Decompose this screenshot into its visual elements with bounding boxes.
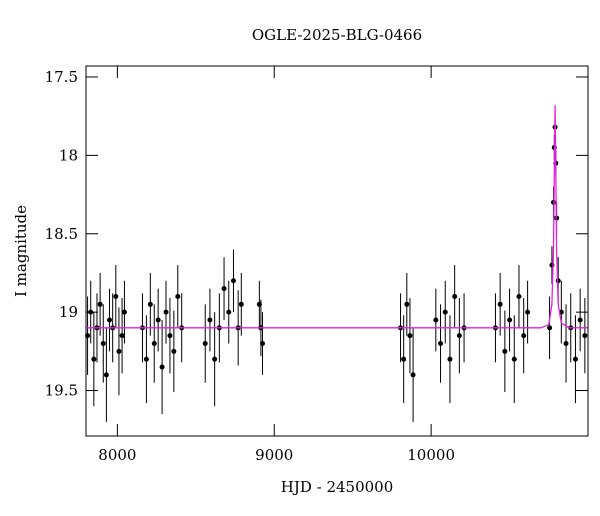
- x-tick-label: 9000: [255, 446, 293, 464]
- model-curve: [86, 105, 588, 329]
- data-point: [410, 372, 416, 378]
- chart-title: OGLE-2025-BLG-0466: [252, 26, 422, 44]
- data-point: [525, 309, 531, 315]
- data-point: [88, 309, 94, 315]
- plot-frame: [85, 65, 589, 437]
- data-point: [438, 341, 444, 346]
- data-point: [163, 309, 169, 315]
- data-point: [507, 317, 513, 323]
- data-point: [407, 333, 413, 339]
- data-point: [238, 301, 244, 307]
- y-axis-label: I magnitude: [12, 205, 30, 297]
- y-tick-label: 18: [59, 146, 78, 164]
- data-point: [103, 372, 109, 378]
- data-point: [147, 301, 153, 307]
- data-point: [511, 356, 517, 362]
- data-point: [155, 317, 161, 323]
- data-point: [119, 333, 125, 339]
- data-point: [577, 317, 583, 323]
- data-point: [563, 341, 569, 346]
- data-point: [433, 317, 439, 323]
- x-axis-label: HJD - 2450000: [281, 478, 394, 496]
- x-tick-label: 8000: [98, 446, 136, 464]
- data-point: [547, 325, 553, 331]
- data-point: [516, 293, 522, 299]
- data-point: [113, 293, 119, 299]
- data-point: [452, 293, 458, 299]
- data-point: [171, 348, 177, 354]
- data-point: [401, 356, 407, 362]
- data-point: [456, 333, 462, 339]
- data-point: [447, 356, 453, 362]
- data-point: [100, 341, 106, 346]
- y-tick-label: 19: [59, 303, 78, 321]
- data-point: [212, 356, 218, 362]
- data-point: [502, 348, 508, 354]
- data-point: [107, 317, 113, 323]
- data-point: [259, 341, 265, 346]
- data-point: [582, 333, 588, 339]
- data-point: [404, 301, 410, 307]
- y-tick-label: 17.5: [45, 68, 78, 86]
- data-point: [175, 293, 181, 299]
- y-tick-label: 18.5: [45, 225, 78, 243]
- data-point: [207, 317, 213, 323]
- data-point: [167, 333, 173, 339]
- data-point: [497, 301, 503, 307]
- data-point: [116, 348, 122, 354]
- data-point: [143, 356, 149, 362]
- x-tick-label: 10000: [407, 446, 455, 464]
- data-point: [97, 301, 103, 307]
- data-point: [121, 309, 127, 315]
- y-tick-label: 19.5: [45, 382, 78, 400]
- data-point: [230, 278, 236, 284]
- data-point: [521, 333, 527, 339]
- data-point: [572, 356, 578, 362]
- data-point: [221, 286, 227, 292]
- data-point: [91, 356, 97, 362]
- data-point: [151, 341, 157, 346]
- data-point: [226, 309, 232, 315]
- data-point: [159, 364, 165, 370]
- data-point: [202, 341, 208, 346]
- data-point: [442, 309, 448, 315]
